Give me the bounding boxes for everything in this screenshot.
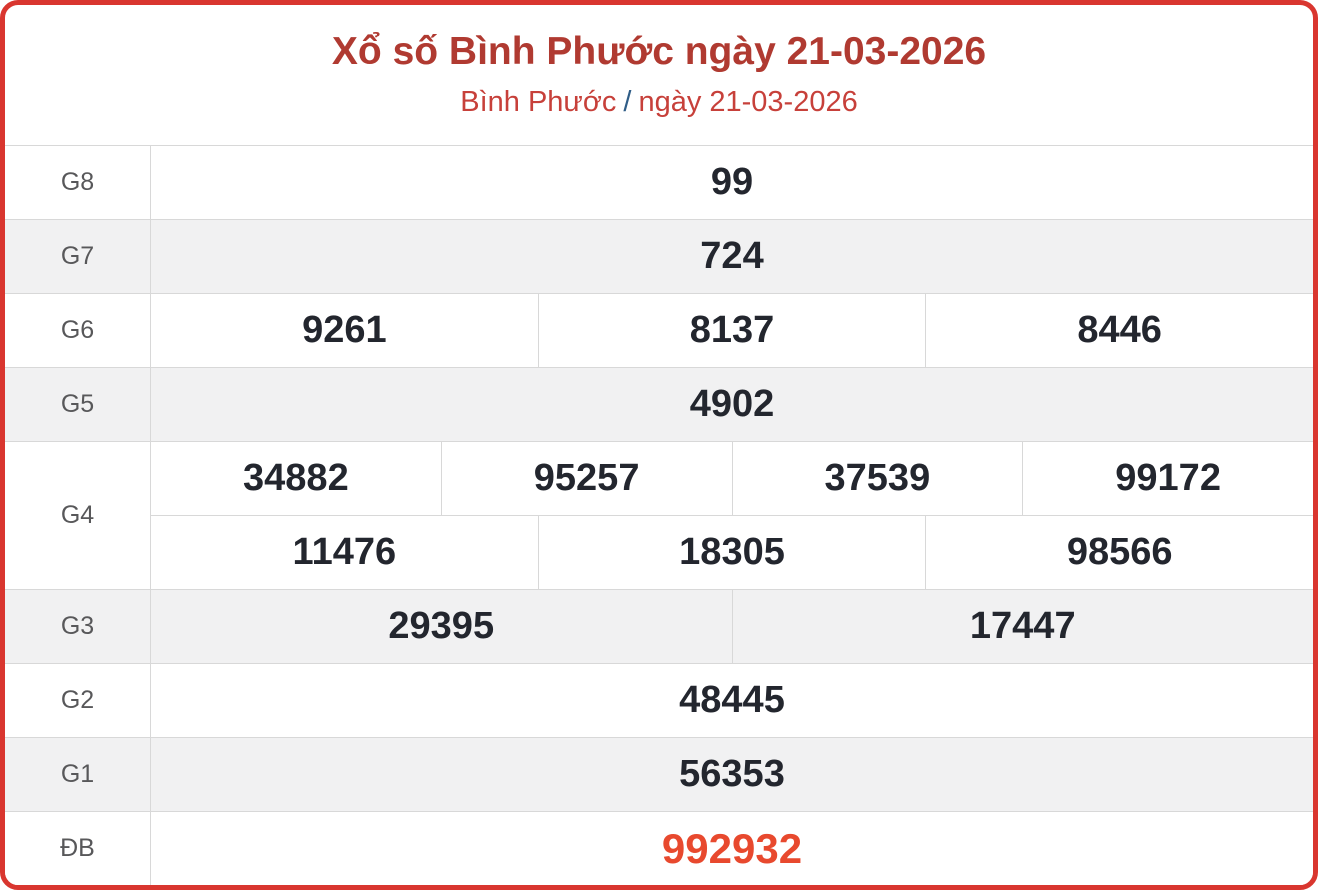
prize-value: 11476 <box>151 516 539 589</box>
header: Xổ số Bình Phước ngày 21-03-2026 Bình Ph… <box>5 5 1313 145</box>
prize-label: G3 <box>5 590 151 663</box>
prize-label: ĐB <box>5 812 151 885</box>
prize-value: 34882 <box>151 442 442 515</box>
prize-row-g7: G7 724 <box>5 219 1313 293</box>
prize-value: 9261 <box>151 294 539 367</box>
prize-label: G2 <box>5 664 151 737</box>
prize-value: 95257 <box>442 442 733 515</box>
breadcrumb: Bình Phước / ngày 21-03-2026 <box>460 85 858 119</box>
prize-label: G8 <box>5 146 151 219</box>
prize-subrow: 11476 18305 98566 <box>151 515 1313 589</box>
prize-row-g3: G3 29395 17447 <box>5 589 1313 663</box>
prize-label: G4 <box>5 442 151 589</box>
prize-subrow: 34882 95257 37539 99172 <box>151 442 1313 515</box>
prize-row-g2: G2 48445 <box>5 663 1313 737</box>
prize-row-g1: G1 56353 <box>5 737 1313 811</box>
breadcrumb-region-link[interactable]: Bình Phước <box>460 85 617 118</box>
prize-value: 98566 <box>1066 531 1173 573</box>
prize-value: 56353 <box>679 753 785 795</box>
prize-value: 4902 <box>689 383 775 425</box>
prize-row-g4: G4 34882 95257 37539 99172 11476 18305 9… <box>5 441 1313 589</box>
prize-row-g6: G6 9261 8137 8446 <box>5 293 1313 367</box>
prize-value: 99172 <box>1115 457 1221 499</box>
prize-label: G1 <box>5 738 151 811</box>
prize-value: 8137 <box>539 294 927 367</box>
prize-value: 29395 <box>151 590 733 663</box>
special-prize-value: 992932 <box>661 824 803 872</box>
prize-row-g8: G8 99 <box>5 145 1313 219</box>
prize-label: G7 <box>5 220 151 293</box>
prize-value: 18305 <box>539 516 927 589</box>
breadcrumb-separator: / <box>623 85 632 118</box>
prize-row-db: ĐB 992932 <box>5 811 1313 885</box>
prize-value: 724 <box>700 235 764 277</box>
prize-label: G6 <box>5 294 151 367</box>
prize-value: 8446 <box>1077 309 1162 351</box>
prize-label: G5 <box>5 368 151 441</box>
prize-value: 17447 <box>969 605 1076 647</box>
prize-value: 99 <box>710 161 754 203</box>
results-table: G8 99 G7 724 G6 9261 8137 8446 G5 4902 <box>5 145 1313 885</box>
prize-value: 37539 <box>733 442 1024 515</box>
prize-value: 48445 <box>679 679 785 721</box>
breadcrumb-date-link[interactable]: ngày 21-03-2026 <box>638 85 858 118</box>
prize-row-g5: G5 4902 <box>5 367 1313 441</box>
page-title: Xổ số Bình Phước ngày 21-03-2026 <box>331 29 987 73</box>
